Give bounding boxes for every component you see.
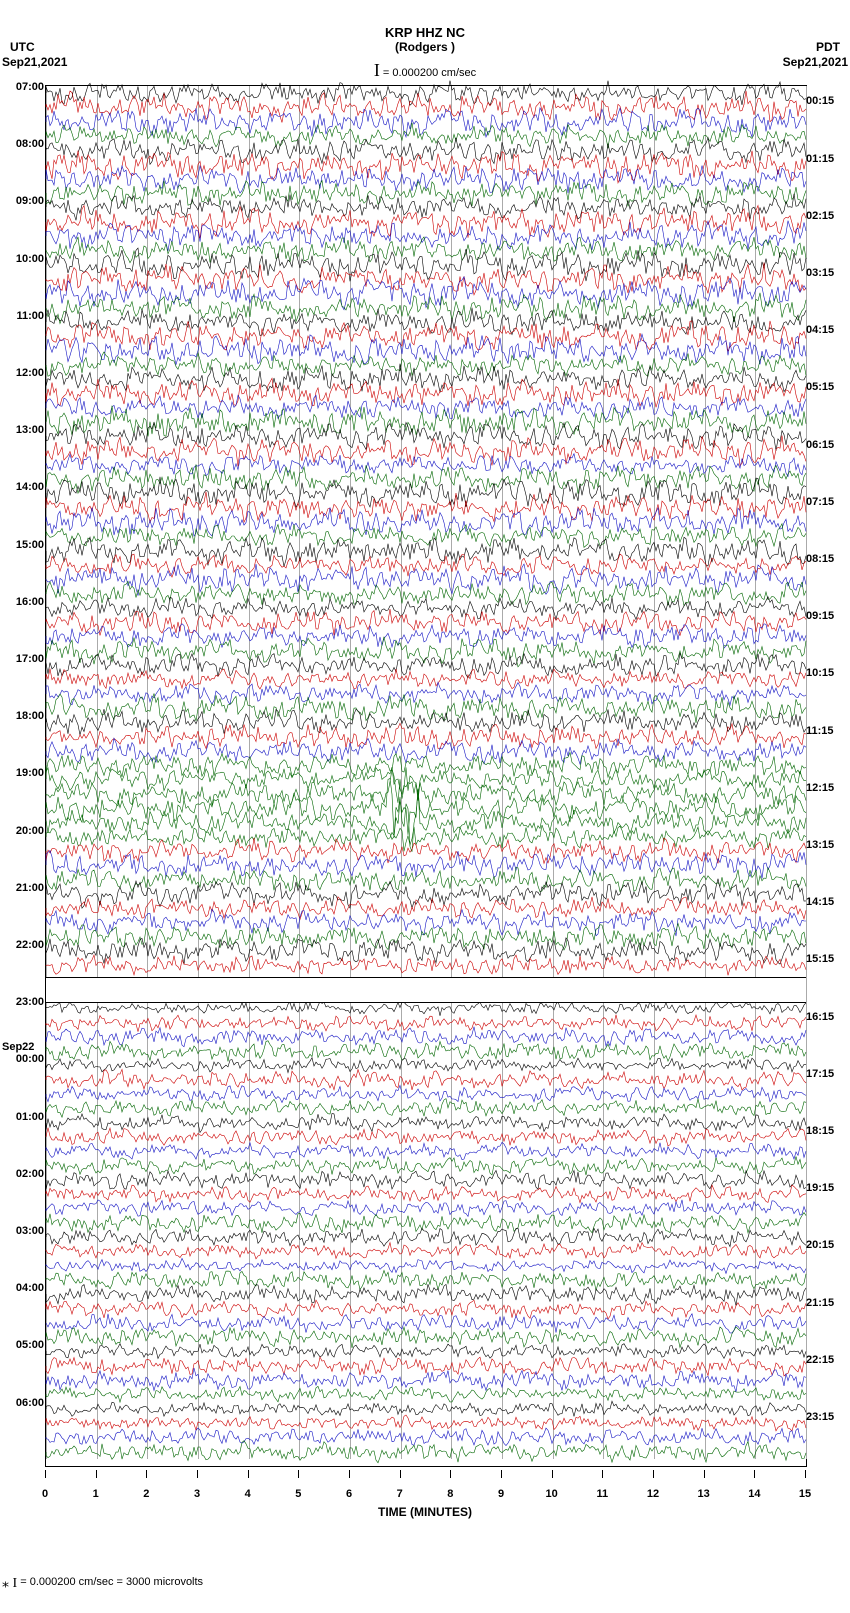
- date-left-label: Sep21,2021: [2, 55, 67, 69]
- x-tick-label: 6: [346, 1488, 352, 1500]
- x-tick-label: 11: [597, 1488, 609, 1500]
- x-tick: [704, 1470, 705, 1478]
- x-tick-label: 10: [546, 1488, 558, 1500]
- tz-left-label: UTC: [10, 40, 35, 54]
- local-time-label: 16:15: [806, 1011, 848, 1023]
- mid-date-label: Sep22: [2, 1041, 34, 1053]
- utc-time-label: 04:00: [2, 1282, 44, 1294]
- x-tick-label: 3: [194, 1488, 200, 1500]
- utc-time-label: 19:00: [2, 767, 44, 779]
- utc-time-label: 00:00: [2, 1053, 44, 1065]
- local-time-label: 21:15: [806, 1297, 848, 1309]
- local-time-label: 04:15: [806, 324, 848, 336]
- x-tick: [450, 1470, 451, 1478]
- utc-time-label: 18:00: [2, 710, 44, 722]
- local-time-label: 03:15: [806, 267, 848, 279]
- x-tick-label: 2: [143, 1488, 149, 1500]
- minute-gridline: [806, 86, 807, 1459]
- x-tick: [754, 1470, 755, 1478]
- x-tick-label: 14: [748, 1488, 760, 1500]
- footer-scale: ⁎ I = 0.000200 cm/sec = 3000 microvolts: [2, 1575, 203, 1592]
- utc-time-label: 10:00: [2, 253, 44, 265]
- x-tick-label: 12: [647, 1488, 659, 1500]
- x-tick-label: 1: [93, 1488, 99, 1500]
- x-tick: [146, 1470, 147, 1478]
- utc-time-label: 08:00: [2, 138, 44, 150]
- utc-time-label: 12:00: [2, 367, 44, 379]
- local-time-label: 06:15: [806, 439, 848, 451]
- x-tick: [45, 1470, 46, 1478]
- x-tick: [248, 1470, 249, 1478]
- utc-time-label: 07:00: [2, 81, 44, 93]
- local-time-label: 13:15: [806, 839, 848, 851]
- utc-time-label: 22:00: [2, 939, 44, 951]
- local-time-label: 11:15: [806, 725, 848, 737]
- local-time-label: 22:15: [806, 1354, 848, 1366]
- x-tick-label: 9: [498, 1488, 504, 1500]
- utc-time-label: 11:00: [2, 310, 44, 322]
- local-time-label: 10:15: [806, 667, 848, 679]
- x-tick: [298, 1470, 299, 1478]
- utc-time-label: 01:00: [2, 1111, 44, 1123]
- utc-time-label: 03:00: [2, 1225, 44, 1237]
- local-time-label: 18:15: [806, 1125, 848, 1137]
- local-time-label: 17:15: [806, 1068, 848, 1080]
- utc-time-label: 17:00: [2, 653, 44, 665]
- x-tick: [96, 1470, 97, 1478]
- local-time-label: 20:15: [806, 1239, 848, 1251]
- local-time-label: 07:15: [806, 496, 848, 508]
- x-tick: [805, 1470, 806, 1478]
- local-time-label: 12:15: [806, 782, 848, 794]
- utc-time-label: 14:00: [2, 481, 44, 493]
- x-tick-label: 15: [799, 1488, 811, 1500]
- station-subtitle: (Rodgers ): [0, 40, 850, 54]
- utc-time-label: 09:00: [2, 195, 44, 207]
- x-tick: [501, 1470, 502, 1478]
- local-time-label: 14:15: [806, 896, 848, 908]
- plot-area: [45, 85, 807, 1467]
- x-tick: [400, 1470, 401, 1478]
- x-axis-title: TIME (MINUTES): [45, 1505, 805, 1519]
- x-tick: [349, 1470, 350, 1478]
- local-time-label: 01:15: [806, 153, 848, 165]
- utc-time-label: 06:00: [2, 1397, 44, 1409]
- station-title: KRP HHZ NC: [0, 25, 850, 40]
- helicorder-container: KRP HHZ NC (Rodgers ) I = 0.000200 cm/se…: [0, 0, 850, 1613]
- x-tick-label: 8: [447, 1488, 453, 1500]
- local-time-label: 15:15: [806, 953, 848, 965]
- utc-time-label: 20:00: [2, 825, 44, 837]
- x-tick-label: 4: [245, 1488, 251, 1500]
- local-time-label: 00:15: [806, 95, 848, 107]
- utc-time-label: 23:00: [2, 996, 44, 1008]
- x-tick: [653, 1470, 654, 1478]
- local-time-label: 19:15: [806, 1182, 848, 1194]
- x-tick-label: 7: [397, 1488, 403, 1500]
- utc-time-label: 02:00: [2, 1168, 44, 1180]
- local-time-label: 09:15: [806, 610, 848, 622]
- x-tick: [197, 1470, 198, 1478]
- x-tick: [552, 1470, 553, 1478]
- data-gap: [46, 977, 806, 1004]
- local-time-label: 08:15: [806, 553, 848, 565]
- date-right-label: Sep21,2021: [783, 55, 848, 69]
- utc-time-label: 16:00: [2, 596, 44, 608]
- trace-row: [46, 958, 806, 972]
- x-tick-label: 0: [42, 1488, 48, 1500]
- trace-row: [46, 1445, 806, 1459]
- utc-time-label: 21:00: [2, 882, 44, 894]
- x-axis: TIME (MINUTES) 0123456789101112131415: [45, 1470, 805, 1530]
- x-tick-label: 13: [698, 1488, 710, 1500]
- utc-time-label: 15:00: [2, 539, 44, 551]
- x-tick-label: 5: [295, 1488, 301, 1500]
- local-time-label: 23:15: [806, 1411, 848, 1423]
- utc-time-label: 13:00: [2, 424, 44, 436]
- x-tick: [602, 1470, 603, 1478]
- tz-right-label: PDT: [816, 40, 840, 54]
- local-time-label: 05:15: [806, 381, 848, 393]
- utc-time-label: 05:00: [2, 1339, 44, 1351]
- local-time-label: 02:15: [806, 210, 848, 222]
